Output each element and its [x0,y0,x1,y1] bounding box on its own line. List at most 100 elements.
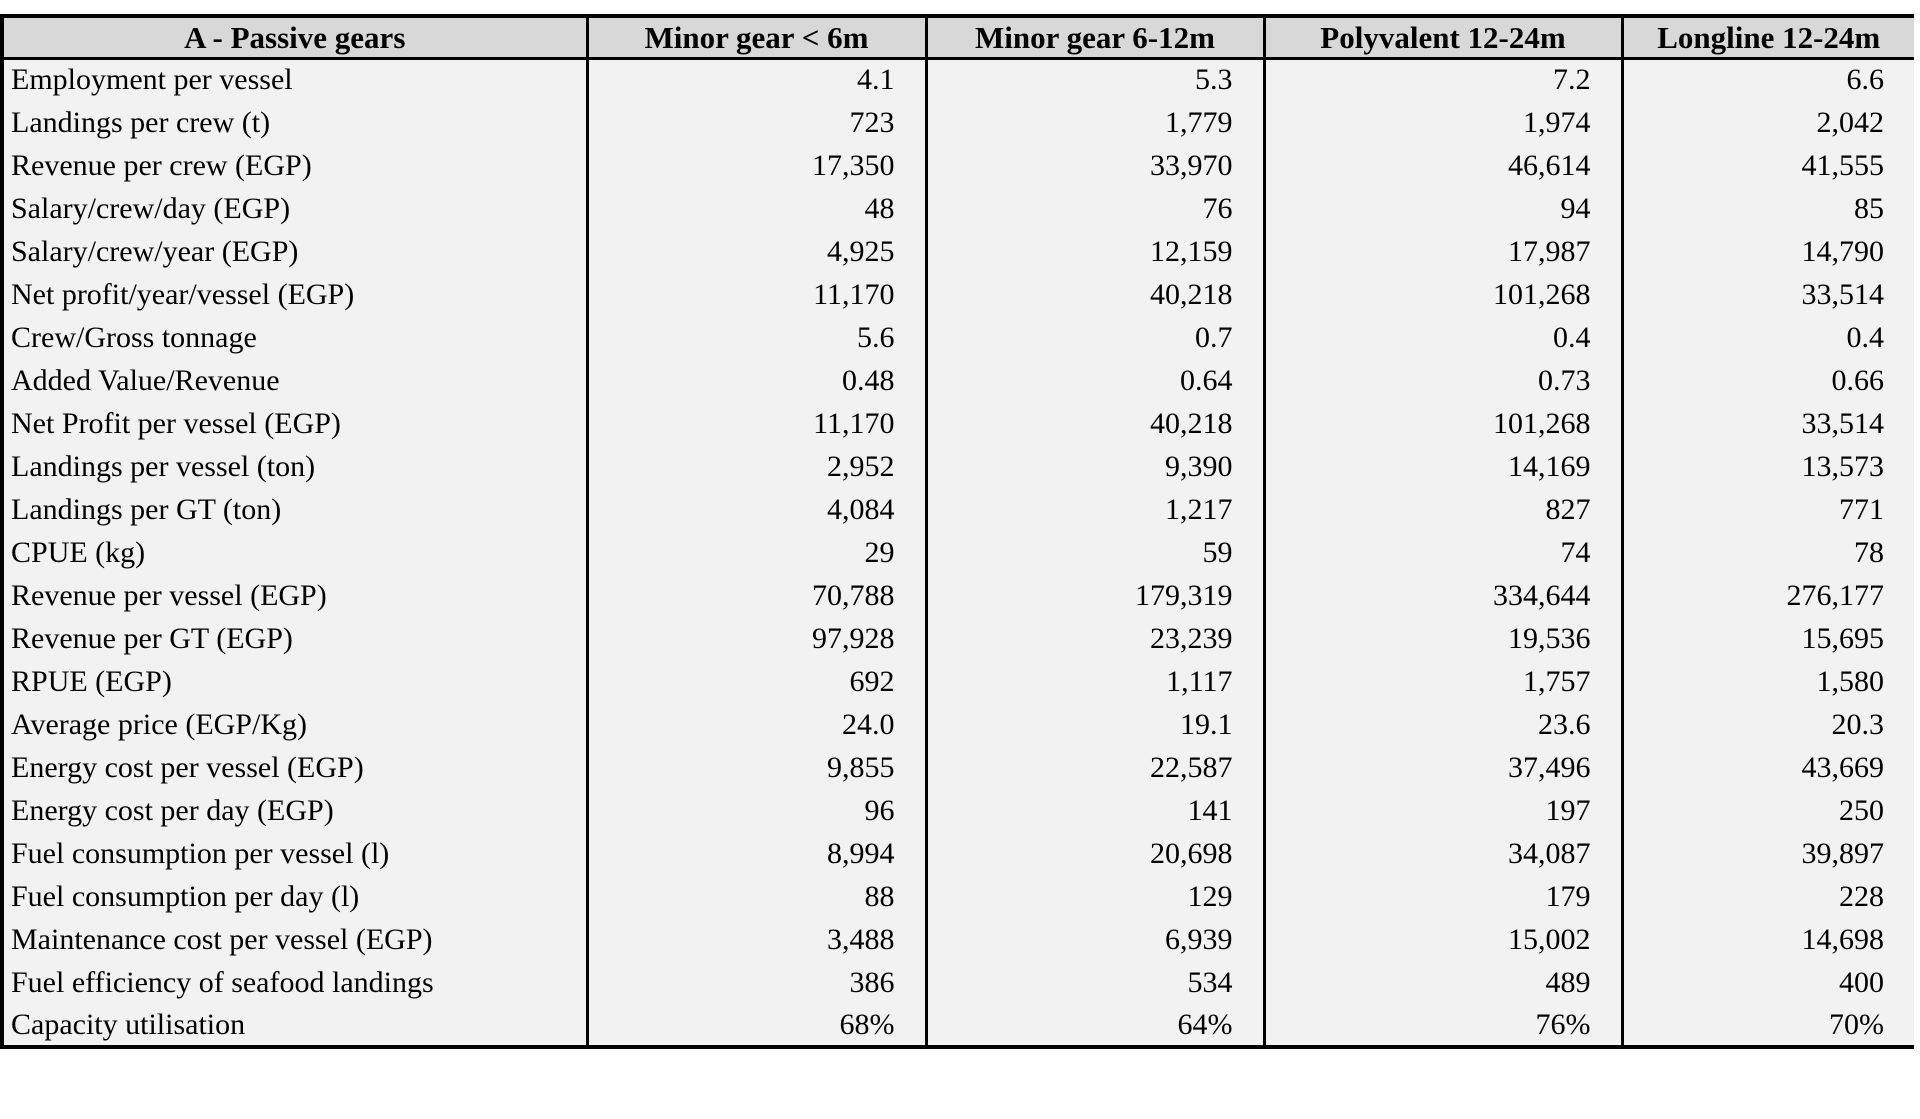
row-label: Landings per crew (t) [2,101,589,144]
cell-value: 33,514 [1801,277,1885,311]
row-label: Maintenance cost per vessel (EGP) [2,918,589,961]
cell-value: 4,084 [587,488,928,531]
table-row: Net Profit per vessel (EGP) 11,170 40,218 1… [2,402,1914,445]
cell-value: 141 [926,789,1266,832]
row-label: Added Value/Revenue [2,359,589,402]
table-row: Capacity utilisation 68% 64% 76% 70% [2,1004,1914,1047]
cell-value: 94 [1264,187,1624,230]
row-label: Fuel consumption per day (l) [2,875,589,918]
cell-value: 5.6 [587,316,928,359]
column-header-minor-gear-6-12m: Minor gear 6-12m [926,16,1266,60]
cell-value: 41,555 [1801,148,1885,182]
row-label: Net Profit per vessel (EGP) [2,402,589,445]
cell-value: 19,536 [1264,617,1624,660]
row-label: Net profit/year/vessel (EGP) [2,273,589,316]
cell-value: 20.3 [1831,707,1885,741]
cell-value: 40,218 [926,402,1266,445]
cell-value: 4.1 [587,58,928,101]
cell-value: 12,159 [926,230,1266,273]
cell-value: 3,488 [587,918,928,961]
cell-value: 48 [587,187,928,230]
cell-value: 197 [1264,789,1624,832]
column-header-longline-12-24m: Longline 12-24m [1622,16,1914,60]
cell-value: 23.6 [1264,703,1624,746]
cell-value: 43,669 [1801,750,1885,784]
cell-value: 276,177 [1786,578,1885,612]
cell-value: 29 [587,531,928,574]
table-row: Salary/crew/day (EGP) 48 76 94 85 [2,187,1914,230]
table-row: Average price (EGP/Kg) 24.0 19.1 23.6 20.3 [2,703,1914,746]
row-label: Salary/crew/day (EGP) [2,187,589,230]
table-header: A - Passive gears Minor gear < 6m Minor … [2,16,1914,60]
cell-value: 7.2 [1264,58,1624,101]
cell-value: 70% [1829,1007,1884,1041]
cell-value: 33,514 [1801,406,1885,440]
cell-value: 74 [1264,531,1624,574]
cell-value: 386 [587,961,928,1004]
table-row: CPUE (kg) 29 59 74 78 [2,531,1914,574]
cell-value: 0.4 [1846,320,1885,354]
table-row: Landings per crew (t) 723 1,779 1,974 2,042 [2,101,1914,144]
table-title: A - Passive gears [2,16,589,60]
cell-value: 2,952 [587,445,928,488]
table-row: Revenue per crew (EGP) 17,350 33,970 46,614… [2,144,1914,187]
cell-value: 64% [926,1004,1266,1047]
cell-value: 76% [1264,1004,1624,1047]
cell-value: 534 [926,961,1266,1004]
cell-value: 1,217 [926,488,1266,531]
cell-value: 22,587 [926,746,1266,789]
cell-value: 23,239 [926,617,1266,660]
cell-value: 19.1 [926,703,1266,746]
cell-value: 101,268 [1264,273,1624,316]
cell-value: 96 [587,789,928,832]
cell-value: 0.73 [1264,359,1624,402]
cell-value: 228 [1839,879,1884,913]
row-label: Average price (EGP/Kg) [2,703,589,746]
cell-value: 70,788 [587,574,928,617]
table-row: Fuel efficiency of seafood landings 386 53… [2,961,1914,1004]
cell-value: 68% [587,1004,928,1047]
cell-value: 17,350 [587,144,928,187]
cell-value: 78 [1854,535,1884,569]
passive-gears-table: A - Passive gears Minor gear < 6m Minor … [0,14,1914,1049]
table-row: Salary/crew/year (EGP) 4,925 12,159 17,987 1… [2,230,1914,273]
row-label: Energy cost per vessel (EGP) [2,746,589,789]
cell-value: 489 [1264,961,1624,1004]
table-row: Maintenance cost per vessel (EGP) 3,488 6,… [2,918,1914,961]
table-row: Net profit/year/vessel (EGP) 11,170 40,218… [2,273,1914,316]
cell-value: 8,994 [587,832,928,875]
cell-value: 17,987 [1264,230,1624,273]
cell-value: 1,580 [1816,664,1885,698]
cell-value: 692 [587,660,928,703]
cell-value: 14,169 [1264,445,1624,488]
table-row: Fuel consumption per day (l) 88 129 179 228 [2,875,1914,918]
cell-value: 39,897 [1801,836,1885,870]
cell-value: 1,757 [1264,660,1624,703]
cell-value: 13,573 [1801,449,1885,483]
cell-value: 11,170 [587,273,928,316]
row-label: Capacity utilisation [2,1004,589,1047]
row-label: Crew/Gross tonnage [2,316,589,359]
table-row: RPUE (EGP) 692 1,117 1,757 1,580 [2,660,1914,703]
cell-value: 34,087 [1264,832,1624,875]
row-label: Fuel efficiency of seafood landings [2,961,589,1004]
cell-value: 9,855 [587,746,928,789]
row-label: Energy cost per day (EGP) [2,789,589,832]
table-row: Revenue per vessel (EGP) 70,788 179,319 334… [2,574,1914,617]
row-label: Employment per vessel [2,58,589,101]
row-label: Revenue per vessel (EGP) [2,574,589,617]
cell-value: 20,698 [926,832,1266,875]
cell-value: 250 [1839,793,1884,827]
cell-value: 37,496 [1264,746,1624,789]
cell-value: 33,970 [926,144,1266,187]
cell-value: 179,319 [926,574,1266,617]
column-header-minor-gear-lt6m: Minor gear < 6m [587,16,928,60]
cell-value: 827 [1264,488,1624,531]
cell-value: 1,117 [926,660,1266,703]
cell-value: 59 [926,531,1266,574]
row-label: Salary/crew/year (EGP) [2,230,589,273]
table-row: Added Value/Revenue 0.48 0.64 0.73 0.66 [2,359,1914,402]
cell-value: 179 [1264,875,1624,918]
table-body: Employment per vessel 4.1 5.3 7.2 6.6 Landing… [2,58,1914,1047]
row-label: CPUE (kg) [2,531,589,574]
